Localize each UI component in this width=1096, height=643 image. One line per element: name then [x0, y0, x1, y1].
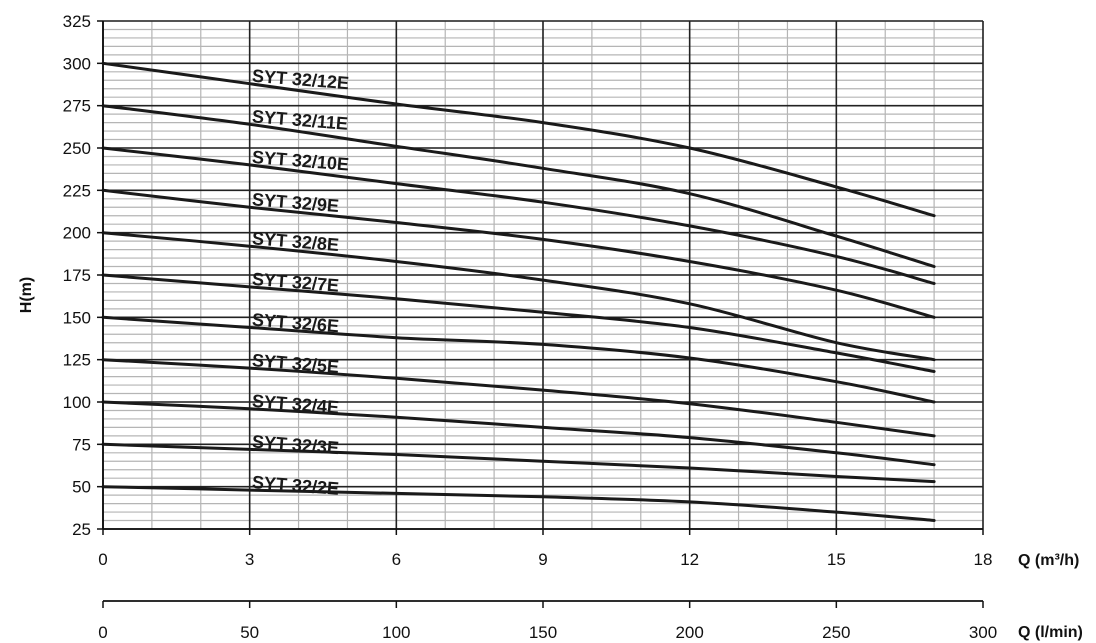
- y-tick-label: 150: [63, 308, 91, 327]
- x2-tick-label: 150: [529, 623, 557, 642]
- curve-line: [101, 400, 936, 467]
- y-tick-label: 50: [72, 478, 91, 497]
- curve-line: [101, 273, 936, 373]
- curve-line: [101, 442, 936, 484]
- curve-label: SYT 32/5E: [251, 350, 339, 377]
- x-tick-label: 9: [538, 550, 547, 569]
- curve-line: [101, 104, 936, 268]
- curve-label: SYT 32/9E: [251, 189, 339, 216]
- x2-tick-label: 250: [822, 623, 850, 642]
- curve-line: [101, 358, 936, 438]
- curve-line: [101, 485, 936, 522]
- x-tick-label: 18: [974, 550, 993, 569]
- x2-tick-label: 0: [98, 623, 107, 642]
- x2-tick-label: 200: [675, 623, 703, 642]
- curve-line: [101, 231, 936, 362]
- curve-label: SYT 32/6E: [251, 310, 339, 337]
- y-tick-labels: 25 50 75 100 125 150 175 200 225 250 275 300 325: [63, 12, 91, 539]
- y-tick-label: 75: [72, 435, 91, 454]
- curve-label: SYT 32/4E: [251, 391, 339, 418]
- axes: [97, 20, 984, 608]
- y-tick-label: 125: [63, 351, 91, 370]
- y-tick-label: 200: [63, 224, 91, 243]
- x-tick-labels: 0 3 6 9 12 15 18: [98, 550, 992, 569]
- x-axis-title: Q (m³/h): [1018, 552, 1079, 569]
- x2-tick-labels: 0 50 100 150 200 250 300: [98, 623, 997, 642]
- y-tick-label: 100: [63, 393, 91, 412]
- y-tick-label: 275: [63, 97, 91, 116]
- curve-line: [101, 61, 936, 218]
- x2-tick-label: 100: [382, 623, 410, 642]
- x2-tick-label: 50: [240, 623, 259, 642]
- curve-label: SYT 32/11E: [251, 106, 348, 133]
- curve-line: [101, 146, 936, 285]
- x-tick-label: 3: [245, 550, 254, 569]
- x-tick-label: 15: [827, 550, 846, 569]
- performance-curves: [101, 61, 936, 522]
- x-tick-label: 12: [680, 550, 699, 569]
- x2-tick-label: 300: [969, 623, 997, 642]
- x-tick-label: 0: [98, 550, 107, 569]
- curve-label: SYT 32/10E: [251, 147, 349, 175]
- x2-axis-title: Q (l/min): [1018, 624, 1083, 641]
- y-axis-title: H(m): [18, 277, 35, 313]
- y-tick-label: 325: [63, 12, 91, 31]
- y-tick-label: 225: [63, 181, 91, 200]
- curve-line: [101, 315, 936, 404]
- y-tick-label: 300: [63, 54, 91, 73]
- y-tick-label: 25: [72, 520, 91, 539]
- y-tick-label: 175: [63, 266, 91, 285]
- x-tick-label: 6: [392, 550, 401, 569]
- y-tick-label: 250: [63, 139, 91, 158]
- curve-line: [101, 188, 936, 319]
